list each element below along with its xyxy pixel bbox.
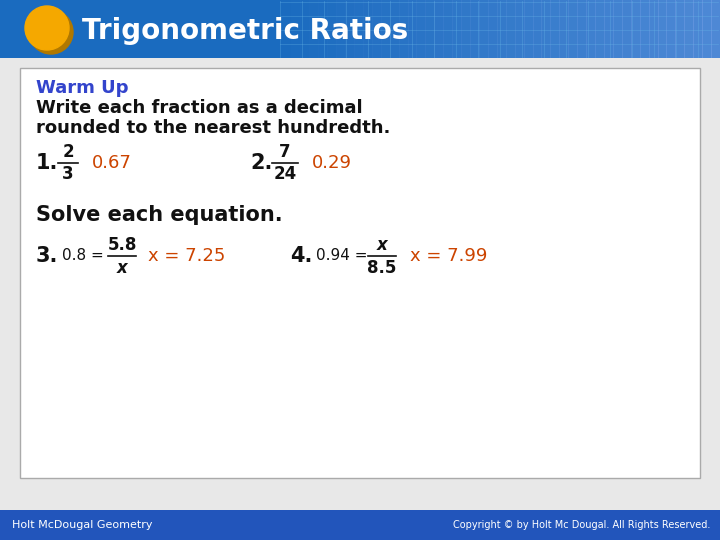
Bar	[604, 0, 614, 58]
Bar	[390, 0, 400, 58]
Bar	[327, 0, 337, 58]
Text: Solve each equation.: Solve each equation.	[36, 205, 283, 225]
Bar	[363, 0, 373, 58]
Bar	[20, 68, 700, 478]
Text: Write each fraction as a decimal: Write each fraction as a decimal	[36, 99, 363, 117]
Bar	[631, 0, 641, 58]
Bar	[488, 0, 498, 58]
Bar	[399, 0, 408, 58]
Bar	[426, 0, 436, 58]
Bar	[523, 0, 534, 58]
Text: 24: 24	[274, 165, 297, 183]
Bar	[613, 0, 623, 58]
Bar	[586, 0, 596, 58]
Bar	[505, 0, 516, 58]
Bar	[667, 0, 676, 58]
Bar	[318, 0, 328, 58]
Bar	[354, 0, 364, 58]
Bar	[300, 0, 310, 58]
Text: x: x	[117, 259, 127, 277]
Bar	[702, 0, 712, 58]
Bar	[595, 0, 605, 58]
Text: 0.94 =: 0.94 =	[316, 248, 367, 264]
Bar	[684, 0, 694, 58]
Bar	[345, 0, 355, 58]
Text: 4.: 4.	[290, 246, 312, 266]
Text: 3: 3	[62, 165, 74, 183]
Bar	[381, 0, 391, 58]
Text: 3.: 3.	[36, 246, 58, 266]
Bar	[657, 0, 667, 58]
Text: 7: 7	[279, 143, 291, 161]
Text: Holt McDougal Geometry: Holt McDougal Geometry	[12, 520, 153, 530]
Bar	[479, 0, 489, 58]
Bar	[274, 0, 284, 58]
Bar	[372, 0, 382, 58]
Text: 2: 2	[62, 143, 74, 161]
Text: 5.8: 5.8	[107, 236, 137, 254]
Text: 8.5: 8.5	[367, 259, 397, 277]
Circle shape	[29, 10, 73, 54]
Bar	[533, 0, 542, 58]
Text: Warm Up: Warm Up	[36, 79, 128, 97]
Bar	[568, 0, 578, 58]
Text: Copyright © by Holt Mc Dougal. All Rights Reserved.: Copyright © by Holt Mc Dougal. All Right…	[453, 520, 710, 530]
Text: Trigonometric Ratios: Trigonometric Ratios	[82, 17, 408, 45]
Bar	[497, 0, 507, 58]
Text: 0.8 =: 0.8 =	[62, 248, 104, 264]
Text: 2.: 2.	[250, 153, 272, 173]
Text: x = 7.25: x = 7.25	[148, 247, 225, 265]
Bar	[461, 0, 471, 58]
Bar	[541, 0, 552, 58]
Bar	[282, 0, 292, 58]
Text: x = 7.99: x = 7.99	[410, 247, 487, 265]
Circle shape	[25, 6, 69, 50]
Bar	[310, 0, 319, 58]
Bar	[515, 0, 525, 58]
Bar	[470, 0, 480, 58]
Bar	[0, 510, 720, 540]
Bar	[639, 0, 649, 58]
Bar	[408, 0, 418, 58]
Bar	[711, 0, 720, 58]
Bar	[693, 0, 703, 58]
Text: 1.: 1.	[36, 153, 58, 173]
Bar	[622, 0, 631, 58]
Bar	[559, 0, 570, 58]
Bar	[675, 0, 685, 58]
Bar	[649, 0, 659, 58]
Text: 0.29: 0.29	[312, 154, 352, 172]
Text: x: x	[377, 236, 387, 254]
Bar	[452, 0, 462, 58]
Bar	[336, 0, 346, 58]
Text: rounded to the nearest hundredth.: rounded to the nearest hundredth.	[36, 119, 390, 137]
Bar	[434, 0, 444, 58]
Bar	[550, 0, 560, 58]
Bar	[444, 0, 453, 58]
Bar	[577, 0, 587, 58]
Bar	[416, 0, 426, 58]
Text: 0.67: 0.67	[92, 154, 132, 172]
Bar	[292, 0, 302, 58]
Bar	[0, 0, 720, 58]
